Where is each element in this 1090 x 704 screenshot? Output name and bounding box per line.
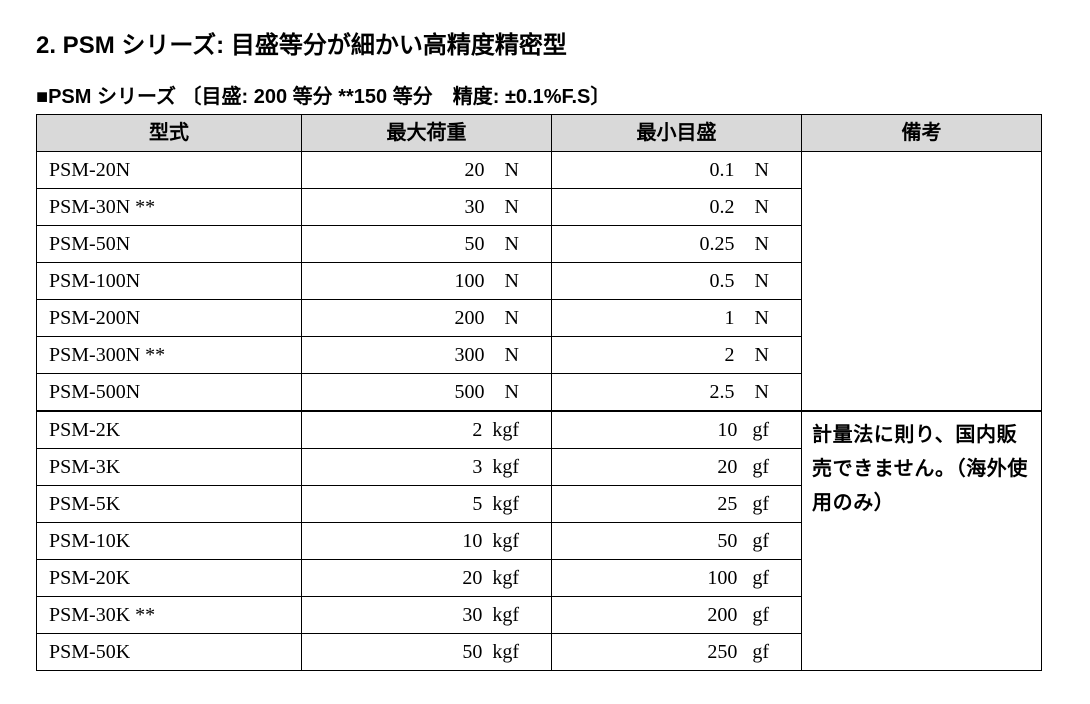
section-subheading: ■PSM シリーズ 〔目盛: 200 等分 **150 等分 精度: ±0.1%… <box>36 82 1054 112</box>
col-min: 最小目盛 <box>552 115 802 152</box>
cell-model: PSM-50K <box>37 634 302 671</box>
cell-model: PSM-200N <box>37 300 302 337</box>
cell-max-load: 50 kgf <box>302 634 552 671</box>
cell-model: PSM-50N <box>37 226 302 263</box>
cell-min-division: 0.2 N <box>552 189 802 226</box>
cell-model: PSM-30K ** <box>37 597 302 634</box>
cell-max-load: 30 N <box>302 189 552 226</box>
cell-model: PSM-20K <box>37 560 302 597</box>
cell-max-load: 2 kgf <box>302 411 552 449</box>
cell-min-division: 10 gf <box>552 411 802 449</box>
cell-max-load: 30 kgf <box>302 597 552 634</box>
cell-min-division: 250 gf <box>552 634 802 671</box>
cell-model: PSM-5K <box>37 486 302 523</box>
cell-max-load: 50 N <box>302 226 552 263</box>
cell-min-division: 50 gf <box>552 523 802 560</box>
cell-model: PSM-20N <box>37 152 302 189</box>
cell-model: PSM-500N <box>37 374 302 412</box>
cell-model: PSM-3K <box>37 449 302 486</box>
cell-max-load: 500 N <box>302 374 552 412</box>
cell-max-load: 5 kgf <box>302 486 552 523</box>
cell-model: PSM-100N <box>37 263 302 300</box>
cell-remark-top <box>802 152 1042 412</box>
cell-max-load: 300 N <box>302 337 552 374</box>
cell-min-division: 1 N <box>552 300 802 337</box>
cell-min-division: 2.5 N <box>552 374 802 412</box>
col-model: 型式 <box>37 115 302 152</box>
cell-min-division: 0.25 N <box>552 226 802 263</box>
cell-remark-bottom: 計量法に則り、国内販売できません。（海外使用のみ） <box>802 411 1042 671</box>
psm-spec-table: 型式 最大荷重 最小目盛 備考 PSM-20N20 N0.1 NPSM-30N … <box>36 114 1042 671</box>
table-row: PSM-20N20 N0.1 N <box>37 152 1042 189</box>
cell-max-load: 20 N <box>302 152 552 189</box>
cell-min-division: 0.5 N <box>552 263 802 300</box>
cell-max-load: 10 kgf <box>302 523 552 560</box>
table-row: PSM-2K2 kgf10 gf計量法に則り、国内販売できません。（海外使用のみ… <box>37 411 1042 449</box>
cell-model: PSM-300N ** <box>37 337 302 374</box>
cell-max-load: 100 N <box>302 263 552 300</box>
cell-model: PSM-10K <box>37 523 302 560</box>
cell-min-division: 100 gf <box>552 560 802 597</box>
col-max: 最大荷重 <box>302 115 552 152</box>
cell-min-division: 0.1 N <box>552 152 802 189</box>
cell-max-load: 20 kgf <box>302 560 552 597</box>
cell-model: PSM-30N ** <box>37 189 302 226</box>
section-heading: 2. PSM シリーズ: 目盛等分が細かい高精度精密型 <box>36 28 1054 64</box>
cell-max-load: 3 kgf <box>302 449 552 486</box>
cell-min-division: 20 gf <box>552 449 802 486</box>
cell-min-division: 25 gf <box>552 486 802 523</box>
cell-min-division: 2 N <box>552 337 802 374</box>
cell-max-load: 200 N <box>302 300 552 337</box>
cell-model: PSM-2K <box>37 411 302 449</box>
table-header-row: 型式 最大荷重 最小目盛 備考 <box>37 115 1042 152</box>
col-remark: 備考 <box>802 115 1042 152</box>
cell-min-division: 200 gf <box>552 597 802 634</box>
